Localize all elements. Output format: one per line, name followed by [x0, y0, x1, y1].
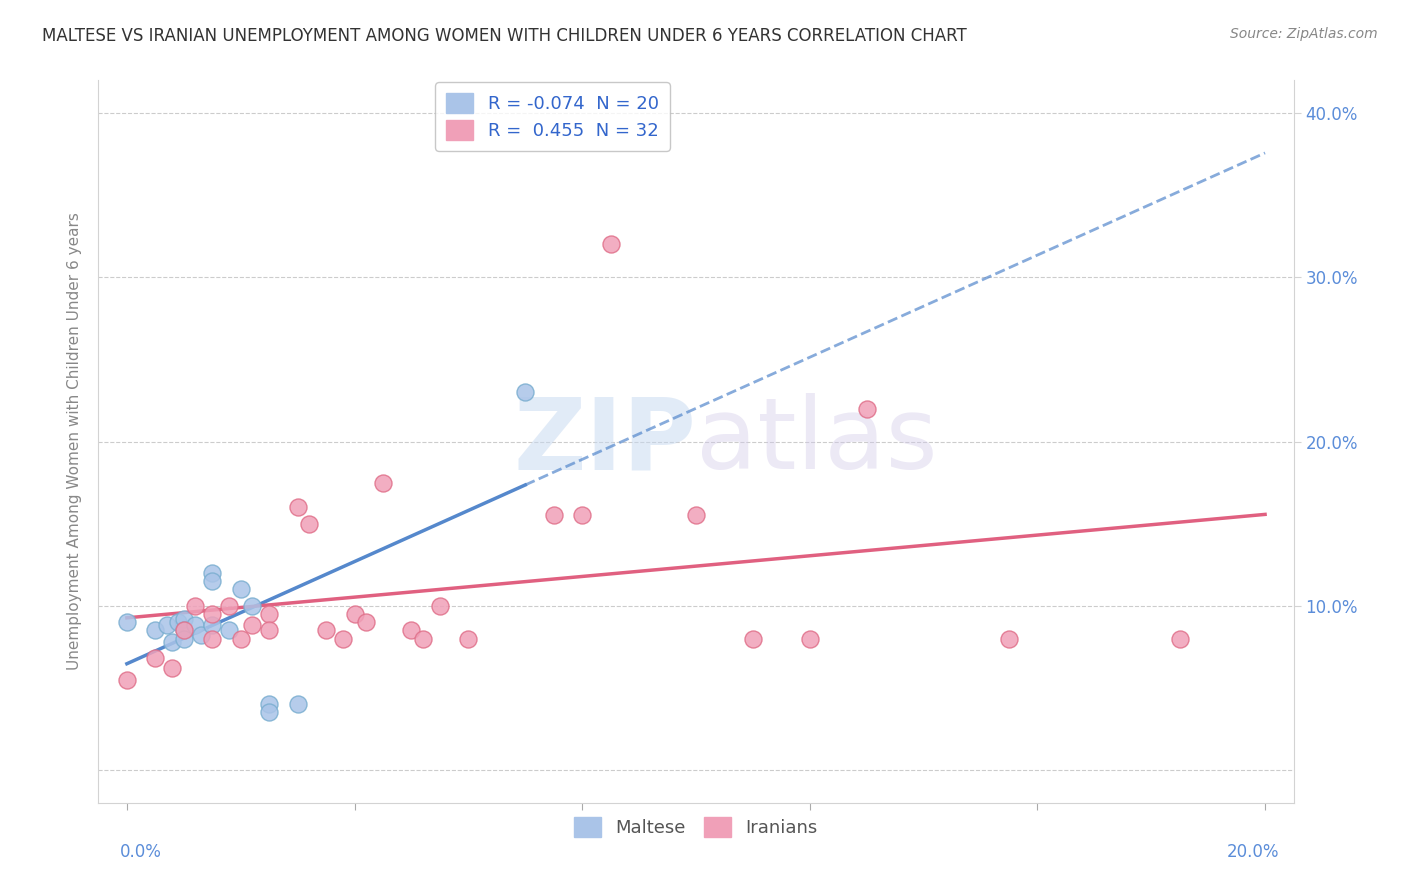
Text: Source: ZipAtlas.com: Source: ZipAtlas.com: [1230, 27, 1378, 41]
Point: [412, 632, 434, 646]
Point: [240, 618, 263, 632]
Point: [685, 508, 707, 523]
Point: [799, 632, 821, 646]
Point: [599, 237, 621, 252]
Point: [143, 651, 166, 665]
Point: [287, 500, 309, 515]
Point: [143, 624, 166, 638]
Point: [515, 385, 537, 400]
Point: [184, 618, 207, 632]
Point: [741, 632, 763, 646]
Point: [257, 624, 280, 638]
Point: [240, 599, 263, 613]
Point: [354, 615, 377, 630]
Legend: Maltese, Iranians: Maltese, Iranians: [567, 810, 825, 845]
Point: [167, 615, 190, 630]
Text: atlas: atlas: [696, 393, 938, 490]
Point: [201, 607, 224, 621]
Text: 20.0%: 20.0%: [1227, 843, 1279, 861]
Point: [229, 632, 252, 646]
Point: [457, 632, 479, 646]
Point: [298, 516, 321, 531]
Point: [173, 612, 195, 626]
Point: [190, 628, 212, 642]
Y-axis label: Unemployment Among Women with Children Under 6 years: Unemployment Among Women with Children U…: [67, 212, 83, 671]
Point: [257, 706, 280, 720]
Point: [332, 632, 354, 646]
Point: [855, 401, 877, 416]
Point: [343, 607, 366, 621]
Point: [201, 574, 224, 588]
Point: [156, 618, 179, 632]
Point: [218, 624, 240, 638]
Point: [184, 599, 207, 613]
Point: [201, 618, 224, 632]
Point: [115, 615, 138, 630]
Point: [201, 632, 224, 646]
Text: MALTESE VS IRANIAN UNEMPLOYMENT AMONG WOMEN WITH CHILDREN UNDER 6 YEARS CORRELAT: MALTESE VS IRANIAN UNEMPLOYMENT AMONG WO…: [42, 27, 967, 45]
Point: [257, 607, 280, 621]
Point: [229, 582, 252, 597]
Point: [571, 508, 593, 523]
Point: [173, 624, 195, 638]
Point: [257, 698, 280, 712]
Point: [218, 599, 240, 613]
Point: [1168, 632, 1191, 646]
Point: [173, 624, 195, 638]
Point: [115, 673, 138, 687]
Point: [429, 599, 451, 613]
Point: [998, 632, 1021, 646]
Point: [162, 635, 184, 649]
Point: [315, 624, 337, 638]
Point: [162, 661, 184, 675]
Point: [287, 698, 309, 712]
Point: [543, 508, 565, 523]
Point: [371, 475, 394, 490]
Text: ZIP: ZIP: [513, 393, 696, 490]
Point: [401, 624, 423, 638]
Point: [173, 632, 195, 646]
Point: [201, 566, 224, 580]
Text: 0.0%: 0.0%: [120, 843, 162, 861]
